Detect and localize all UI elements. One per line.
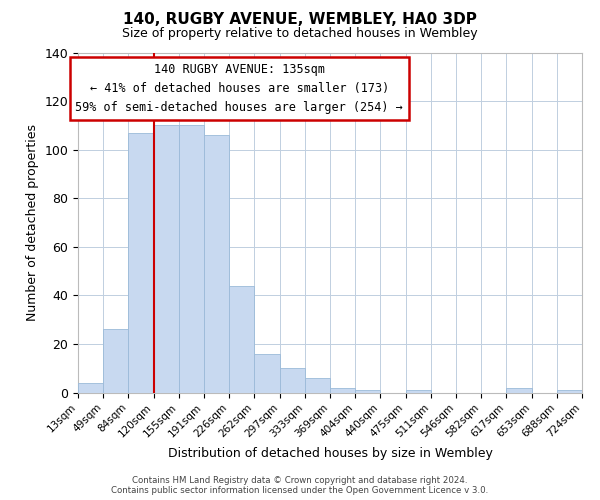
Text: 140, RUGBY AVENUE, WEMBLEY, HA0 3DP: 140, RUGBY AVENUE, WEMBLEY, HA0 3DP — [123, 12, 477, 28]
Text: Contains public sector information licensed under the Open Government Licence v : Contains public sector information licen… — [112, 486, 488, 495]
Bar — [204, 135, 229, 392]
Bar — [103, 330, 128, 392]
Bar — [254, 354, 280, 393]
Bar — [355, 390, 380, 392]
Bar — [229, 286, 254, 393]
Bar — [179, 126, 204, 392]
Bar — [305, 378, 330, 392]
Bar — [506, 388, 532, 392]
Bar — [280, 368, 305, 392]
Bar — [78, 383, 103, 392]
Text: Contains HM Land Registry data © Crown copyright and database right 2024.: Contains HM Land Registry data © Crown c… — [132, 476, 468, 485]
X-axis label: Distribution of detached houses by size in Wembley: Distribution of detached houses by size … — [167, 448, 493, 460]
Bar — [330, 388, 355, 392]
Bar — [154, 126, 179, 392]
Bar — [557, 390, 582, 392]
Y-axis label: Number of detached properties: Number of detached properties — [26, 124, 39, 321]
Text: 140 RUGBY AVENUE: 135sqm
← 41% of detached houses are smaller (173)
59% of semi-: 140 RUGBY AVENUE: 135sqm ← 41% of detach… — [76, 62, 403, 114]
Text: Size of property relative to detached houses in Wembley: Size of property relative to detached ho… — [122, 28, 478, 40]
Bar — [128, 132, 154, 392]
Bar — [406, 390, 431, 392]
